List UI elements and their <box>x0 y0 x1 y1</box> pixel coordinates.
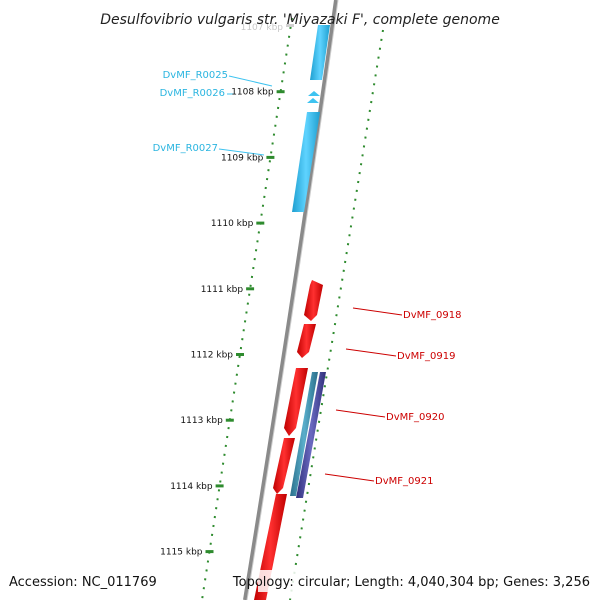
kbp-label-1111: 1111 kbp <box>201 285 244 295</box>
gc-track-right <box>289 29 384 600</box>
leader-0920 <box>335 409 386 418</box>
gene-label-0919[interactable]: DvMF_0919 <box>397 351 455 362</box>
kbp-tick-1112 <box>236 353 244 356</box>
leader-0919 <box>345 348 397 357</box>
kbp-label-1112: 1112 kbp <box>191 351 234 361</box>
gene-dvmf-r0026[interactable] <box>307 91 320 103</box>
kbp-tick-1111 <box>246 287 255 291</box>
kbp-tick-1115 <box>205 550 214 554</box>
gene-dvmf-0921[interactable] <box>273 372 326 498</box>
leader-0921 <box>324 473 375 482</box>
kbp-tick-1114 <box>215 484 224 488</box>
genome-backbone-highlight <box>246 0 339 600</box>
kbp-label-1108: 1108 kbp <box>231 88 274 98</box>
kbp-label-1114: 1114 kbp <box>170 482 213 492</box>
leader-r0027 <box>218 148 265 156</box>
gene-dvmf-0918[interactable] <box>304 280 323 321</box>
kbp-label-1115: 1115 kbp <box>160 548 203 558</box>
genome-backbone <box>243 0 338 600</box>
kbp-label-1113: 1113 kbp <box>180 416 223 426</box>
gene-dvmf-0919[interactable] <box>297 324 316 358</box>
leader-0918 <box>352 307 403 316</box>
kbp-tick-1108 <box>276 90 285 94</box>
gene-label-r0027[interactable]: DvMF_R0027 <box>153 143 218 154</box>
footer-backdrop <box>258 570 598 592</box>
gene-dvmf-r0025[interactable] <box>310 25 330 80</box>
leader-r0025 <box>228 75 273 87</box>
gene-dvmf-0920[interactable] <box>284 368 318 496</box>
accession-text: Accession: NC_011769 <box>9 575 157 590</box>
kbp-label-top: 1107 kbp <box>241 23 284 33</box>
gene-label-0921[interactable]: DvMF_0921 <box>375 476 433 487</box>
gene-label-0918[interactable]: DvMF_0918 <box>403 310 461 321</box>
gene-label-r0026[interactable]: DvMF_R0026 <box>160 88 225 99</box>
kbp-tick-top <box>286 24 294 27</box>
kbp-tick-1110 <box>256 221 265 225</box>
kbp-axis: 1108 kbp 1109 kbp 1110 kbp 1111 kbp 1112 kbp… <box>160 88 285 558</box>
gene-label-0920[interactable]: DvMF_0920 <box>386 412 444 423</box>
topology-text: Topology: circular; Length: 4,040,304 bp… <box>232 575 590 590</box>
kbp-label-1109: 1109 kbp <box>221 153 264 163</box>
kbp-tick-1113 <box>225 418 234 422</box>
kbp-tick-1109 <box>266 155 275 159</box>
kbp-label-1110: 1110 kbp <box>211 219 254 229</box>
gene-label-r0025[interactable]: DvMF_R0025 <box>163 70 228 81</box>
map-title: Desulfovibrio vulgaris str. 'Miyazaki F'… <box>100 12 500 28</box>
gene-dvmf-r0027[interactable] <box>292 112 320 212</box>
